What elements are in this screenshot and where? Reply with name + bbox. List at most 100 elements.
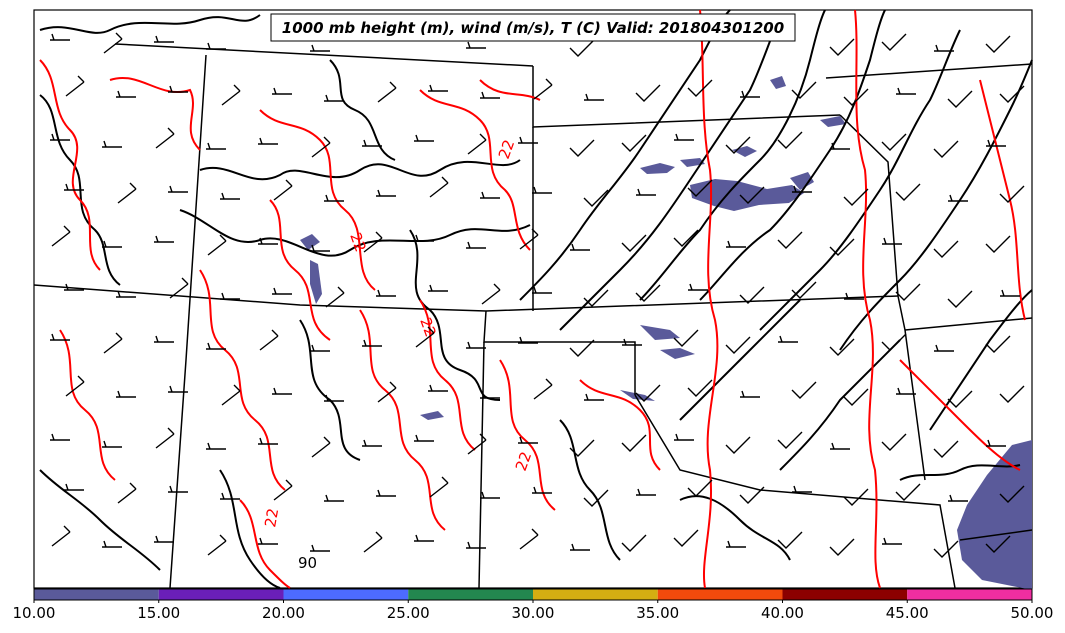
wind-barb	[986, 139, 1006, 147]
wind-barb	[414, 434, 434, 442]
wind-barb	[362, 139, 382, 147]
wind-barb	[376, 489, 396, 497]
wind-barb	[896, 387, 916, 395]
wind-barb	[533, 78, 553, 100]
wind-barb	[154, 535, 174, 543]
wind-barb	[584, 93, 604, 101]
wind-barb	[467, 433, 487, 455]
wind-barb	[740, 90, 760, 98]
state-borders	[33, 43, 1033, 589]
wind-barb	[844, 292, 864, 300]
wind-barb	[986, 439, 1006, 447]
wind-barb	[792, 485, 812, 493]
wind-barb	[830, 442, 850, 450]
wind-barb	[154, 335, 174, 343]
wind-barb	[206, 342, 226, 350]
wind-barb	[168, 485, 188, 493]
wind-barb	[739, 486, 765, 504]
wind-barb	[168, 385, 188, 393]
wind-barb	[466, 41, 486, 49]
wind-barbs	[50, 32, 1025, 558]
wind-barb	[778, 335, 798, 343]
wind-barb	[569, 339, 595, 357]
wind-barb	[933, 140, 959, 158]
wind-barb	[777, 431, 803, 449]
wind-barb	[272, 87, 292, 95]
wind-barb	[64, 183, 84, 191]
wind-barb	[519, 528, 539, 550]
title-box-background	[270, 13, 796, 42]
wind-barb	[674, 433, 694, 441]
wind-barb	[117, 482, 137, 504]
colorbar-tick-label: 20.00	[262, 604, 305, 622]
wind-barb	[362, 339, 382, 347]
wind-barb	[948, 494, 968, 502]
wind-barb	[428, 84, 448, 92]
colorbar-tick-label: 50.00	[1011, 604, 1054, 622]
wind-barb	[999, 85, 1025, 103]
wind-barb	[50, 433, 70, 441]
wind-barb	[206, 442, 226, 450]
wind-barb	[882, 537, 902, 545]
wind-barb	[948, 194, 968, 202]
wind-barb	[429, 176, 449, 198]
temp-contour-label: 22	[261, 507, 282, 529]
wind-barb	[272, 387, 292, 395]
wind-barb	[791, 81, 817, 99]
wind-barb	[532, 286, 552, 294]
wind-barb	[740, 390, 760, 398]
wind-barb	[325, 286, 345, 308]
wind-barb	[739, 286, 765, 304]
wind-barb	[999, 185, 1025, 203]
wind-barb	[377, 381, 397, 403]
wind-barb	[933, 540, 959, 558]
colorbar-tick-label: 15.00	[137, 604, 180, 622]
wind-barb	[206, 42, 226, 50]
shaded-wind-areas	[300, 76, 1032, 590]
wind-barb	[221, 384, 241, 406]
wind-barb	[895, 283, 921, 301]
wind-barb	[635, 384, 661, 402]
wind-barb	[947, 390, 973, 408]
wind-barb	[116, 290, 136, 298]
wind-barb	[895, 183, 921, 201]
wind-barb	[829, 238, 855, 256]
wind-barb	[985, 235, 1011, 253]
wind-barb	[310, 544, 330, 552]
wind-barb	[621, 134, 647, 152]
wind-barb	[428, 384, 448, 392]
wind-barb	[569, 139, 595, 157]
wind-barb	[428, 284, 448, 292]
wind-barb	[258, 437, 278, 445]
wind-barb	[102, 240, 122, 248]
colorbar-tick-label: 30.00	[512, 604, 555, 622]
wind-barb	[102, 540, 122, 548]
wind-barb	[895, 483, 921, 501]
wind-barb	[583, 189, 609, 207]
wind-barb	[882, 237, 902, 245]
wind-barb	[934, 344, 954, 352]
temp-contour-label: 22	[512, 449, 535, 473]
wind-barb	[324, 494, 344, 502]
wind-barb	[635, 84, 661, 102]
wind-barb	[50, 133, 70, 141]
wind-barb	[65, 375, 85, 397]
wind-barb	[65, 75, 85, 97]
wind-barb	[50, 33, 70, 41]
wind-barb	[311, 136, 331, 158]
wind-barb	[102, 440, 122, 448]
wind-barb	[363, 231, 383, 253]
wind-barb	[726, 540, 746, 548]
wind-barb	[584, 393, 604, 401]
wind-barb	[155, 127, 175, 149]
wind-barb	[791, 281, 817, 299]
wind-barb	[830, 142, 850, 150]
wind-barb	[258, 237, 278, 245]
wind-barb	[103, 32, 123, 54]
wind-barb	[207, 234, 227, 256]
wind-barb	[480, 91, 500, 99]
wind-barb	[777, 231, 803, 249]
wind-barb	[725, 336, 751, 354]
wind-barb	[621, 534, 647, 552]
